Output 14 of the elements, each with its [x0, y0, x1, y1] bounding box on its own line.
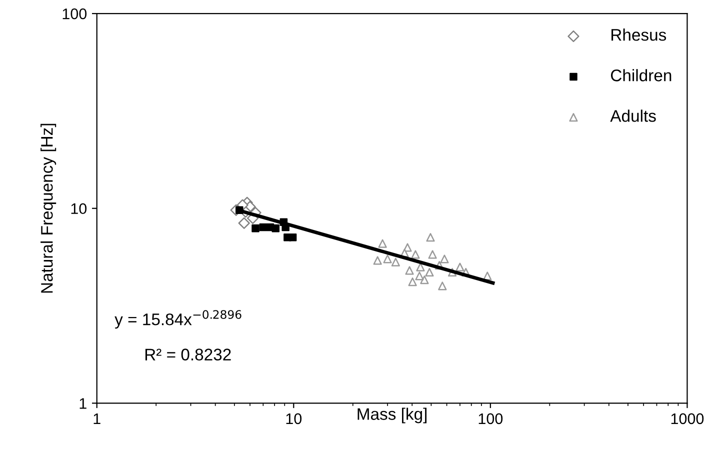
legend-label: Rhesus	[612, 28, 666, 41]
legend-label: Children	[610, 69, 672, 82]
annotation: y = 15.84x$^{−0.2896}$	[114, 310, 242, 329]
legend-label: Adults	[610, 110, 656, 122]
annotation: R² = 0.8232	[145, 348, 231, 360]
y-tick-label: 10	[71, 203, 87, 214]
x-tick-label: 1	[94, 413, 100, 424]
x-axis-title: Mass [kg]	[358, 408, 426, 424]
y-axis-title: Natural Frequency [Hz]	[40, 124, 56, 293]
y-tick-label: 100	[62, 8, 87, 20]
y-tick-label: 1	[80, 398, 86, 409]
x-tick-label: 1000	[671, 413, 704, 424]
x-tick-label: 10	[286, 413, 302, 424]
x-tick-label: 100	[478, 413, 503, 424]
